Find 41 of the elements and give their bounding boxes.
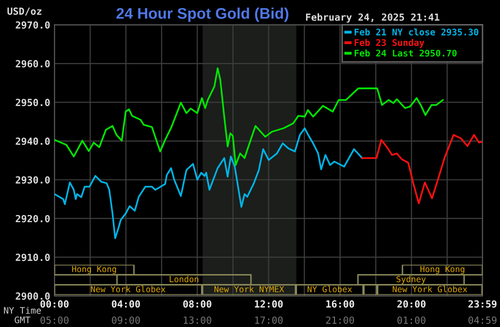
annotation: Hong Kong (72, 266, 116, 274)
x-tick-label: 08:00 (183, 300, 212, 308)
x2-tick-label: 09:00 (112, 316, 140, 324)
y-tick-label: 2930.0 (16, 176, 50, 184)
y-tick-label: 2950.0 (16, 98, 50, 106)
annotation: New York NYMEX (214, 286, 284, 292)
chart-title: 24 Hour Spot Gold (Bid) (116, 8, 288, 22)
y-tick-label: 2960.0 (16, 60, 50, 68)
y-tick-label: 2900.0 (16, 292, 50, 300)
y-tick-label: 2910.0 (16, 254, 50, 262)
y-tick-label: 2920.0 (16, 214, 50, 222)
annotation: Hong Kong (420, 266, 464, 274)
x-tick-label: 12:00 (254, 300, 283, 308)
x-tick-label: 04:00 (112, 300, 140, 308)
annotation: NY Globex (308, 286, 352, 292)
y-tick-label: 2970.0 (16, 21, 50, 29)
y-axis-title: USD/oz (7, 7, 42, 16)
x-tick-label: 20:00 (397, 300, 426, 308)
x2-axis-title: GMT (14, 316, 30, 324)
x-tick-label: 00:00 (40, 300, 69, 308)
x2-tick-label: 17:00 (255, 316, 283, 324)
x-tick-label: 23:59 (468, 300, 497, 308)
legend-label: Feb 23 Sunday (354, 39, 424, 48)
legend-label: Feb 24 Last 2950.70 (354, 50, 457, 57)
legend-label: Feb 21 NY close 2935.30 (354, 28, 478, 36)
annotation: New York Globex (392, 286, 468, 292)
x2-tick-label: 21:00 (326, 316, 354, 324)
chart-subtitle: February 24, 2025 21:41 (306, 13, 440, 23)
annotation: New York Globex (91, 286, 166, 292)
line-series (361, 134, 482, 204)
x2-tick-label: 13:00 (184, 316, 212, 324)
x2-tick-label: 04:59 (468, 316, 496, 324)
annotation: London (170, 276, 198, 282)
x-axis-title: NY Time (4, 306, 41, 314)
line-series (54, 127, 364, 240)
annotation: Sydney (396, 276, 426, 284)
x2-tick-label: 01:00 (397, 316, 426, 324)
x-tick-label: 16:00 (326, 300, 354, 308)
y-tick-label: 2940.0 (16, 138, 50, 145)
line-series (54, 67, 444, 166)
x2-tick-label: 05:00 (40, 316, 69, 324)
